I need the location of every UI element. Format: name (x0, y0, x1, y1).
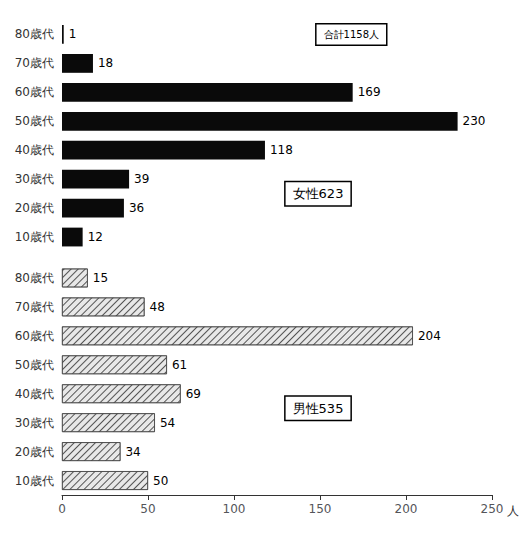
svg-text:人: 人 (507, 504, 519, 518)
svg-text:0: 0 (58, 502, 66, 516)
svg-text:50: 50 (153, 474, 168, 488)
svg-text:1: 1 (69, 27, 77, 41)
svg-text:36: 36 (129, 201, 144, 215)
svg-text:118: 118 (270, 143, 293, 157)
svg-text:30歳代: 30歳代 (15, 416, 54, 430)
svg-text:50歳代: 50歳代 (15, 358, 54, 372)
svg-text:40歳代: 40歳代 (15, 143, 54, 157)
svg-text:69: 69 (186, 387, 201, 401)
svg-text:60歳代: 60歳代 (15, 329, 54, 343)
svg-text:女性623: 女性623 (293, 186, 344, 201)
svg-text:15: 15 (93, 271, 108, 285)
svg-text:70歳代: 70歳代 (15, 300, 54, 314)
svg-text:150: 150 (309, 502, 332, 516)
svg-text:50: 50 (140, 502, 155, 516)
svg-text:70歳代: 70歳代 (15, 56, 54, 70)
svg-text:250: 250 (481, 502, 504, 516)
svg-text:60歳代: 60歳代 (15, 85, 54, 99)
svg-text:20歳代: 20歳代 (15, 201, 54, 215)
svg-text:50歳代: 50歳代 (15, 114, 54, 128)
svg-text:18: 18 (98, 56, 113, 70)
svg-text:200: 200 (395, 502, 418, 516)
svg-text:12: 12 (88, 230, 103, 244)
svg-text:34: 34 (125, 445, 140, 459)
svg-text:48: 48 (150, 300, 165, 314)
svg-text:204: 204 (418, 329, 441, 343)
svg-text:80歳代: 80歳代 (15, 27, 54, 41)
svg-text:男性535: 男性535 (293, 401, 344, 416)
svg-text:20歳代: 20歳代 (15, 445, 54, 459)
svg-text:169: 169 (358, 85, 381, 99)
svg-text:10歳代: 10歳代 (15, 474, 54, 488)
svg-text:40歳代: 40歳代 (15, 387, 54, 401)
svg-text:39: 39 (134, 172, 149, 186)
svg-text:10歳代: 10歳代 (15, 230, 54, 244)
svg-text:30歳代: 30歳代 (15, 172, 54, 186)
svg-text:100: 100 (223, 502, 246, 516)
svg-text:80歳代: 80歳代 (15, 271, 54, 285)
svg-text:61: 61 (172, 358, 187, 372)
svg-text:合計1158人: 合計1158人 (324, 29, 379, 40)
svg-text:230: 230 (463, 114, 486, 128)
svg-text:54: 54 (160, 416, 175, 430)
